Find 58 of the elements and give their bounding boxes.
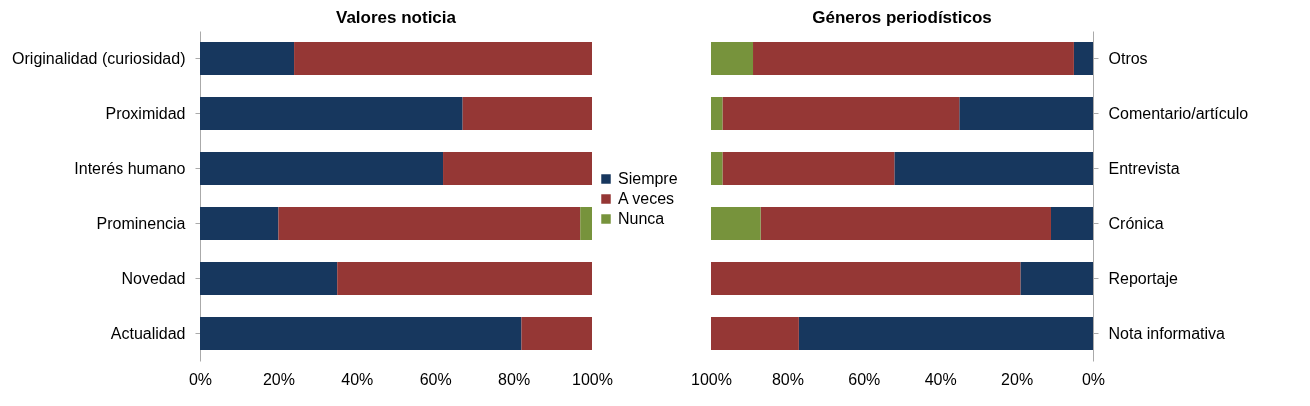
bar: [462, 97, 592, 130]
bar: [711, 317, 799, 350]
y-tick-label: Nota informativa: [1108, 324, 1226, 342]
x-tick-label: 60%: [419, 370, 452, 388]
y-tick-label: Comentario/artículo: [1108, 104, 1249, 122]
x-tick-label: 80%: [498, 370, 531, 388]
y-tick-label: Otros: [1108, 49, 1148, 67]
bar: [711, 207, 761, 240]
bar: [200, 262, 338, 295]
y-tick-label: Interés humano: [74, 159, 186, 177]
bar: [722, 97, 960, 130]
bar: [711, 152, 723, 185]
bar: [200, 317, 522, 350]
y-tick-label: Originalidad (curiosidad): [12, 49, 186, 67]
bar: [959, 97, 1093, 130]
y-tick-label: Novedad: [121, 269, 186, 287]
y-tick-label: Proximidad: [105, 104, 186, 122]
x-tick-label: 60%: [848, 370, 881, 388]
bar: [753, 42, 1074, 75]
bar: [337, 262, 592, 295]
x-tick-label: 80%: [771, 370, 804, 388]
y-tick-label: Crónica: [1108, 214, 1164, 232]
bar: [294, 42, 592, 75]
y-tick-label: Prominencia: [96, 214, 186, 232]
bar: [200, 97, 463, 130]
x-tick-label: 0%: [188, 370, 213, 388]
legend-label: Siempre: [618, 170, 678, 187]
x-tick-label: 20%: [262, 370, 295, 388]
x-tick-label: 100%: [691, 370, 732, 388]
bar: [443, 152, 592, 185]
bar: [200, 152, 444, 185]
x-tick-label: 0%: [1081, 370, 1106, 388]
x-tick-label: 40%: [924, 370, 957, 388]
bar: [278, 207, 581, 240]
bar: [521, 317, 592, 350]
chart-title: Valores noticia: [336, 8, 457, 27]
y-tick-label: Actualidad: [110, 324, 186, 342]
x-tick-label: 100%: [572, 370, 613, 388]
bar: [722, 152, 895, 185]
bar: [1050, 207, 1093, 240]
bar: [711, 42, 754, 75]
chart-title: Géneros periodísticos: [812, 8, 992, 27]
bar: [1020, 262, 1093, 295]
bar: [200, 207, 279, 240]
bar: [711, 97, 723, 130]
bar: [760, 207, 1051, 240]
x-tick-label: 40%: [341, 370, 374, 388]
bar: [580, 207, 592, 240]
bar: [711, 262, 1021, 295]
x-tick-label: 20%: [1001, 370, 1034, 388]
y-tick-label: Reportaje: [1108, 269, 1178, 287]
bar: [1073, 42, 1093, 75]
bar: [894, 152, 1093, 185]
bar: [200, 42, 295, 75]
legend-label: Nunca: [618, 210, 665, 227]
bar: [798, 317, 1093, 350]
y-tick-label: Entrevista: [1108, 159, 1180, 177]
legend-label: A veces: [618, 190, 675, 207]
